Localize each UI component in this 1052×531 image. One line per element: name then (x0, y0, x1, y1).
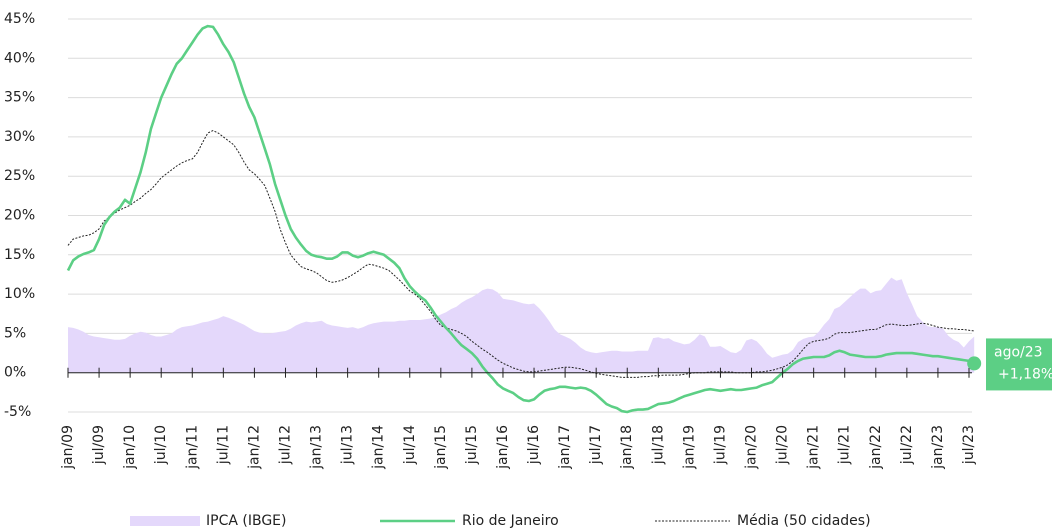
x-tick-label: jul/20 (775, 425, 791, 465)
y-tick-label: 30% (4, 129, 35, 145)
x-tick-label: jan/11 (184, 425, 200, 470)
x-tick-label: jul/18 (650, 425, 666, 465)
x-tick-label: jan/18 (619, 425, 635, 470)
annotation-label: ago/23 (994, 344, 1043, 360)
x-tick-label: jul/19 (712, 425, 728, 465)
x-tick-label: jan/22 (868, 425, 884, 470)
y-tick-label: 20% (4, 208, 35, 224)
y-tick-label: -5% (4, 404, 31, 420)
x-tick-label: jan/15 (433, 425, 449, 470)
x-tick-label: jul/21 (837, 425, 853, 465)
y-tick-label: 45% (4, 11, 35, 27)
x-tick-label: jul/13 (340, 425, 356, 465)
x-tick-label: jan/13 (309, 425, 325, 470)
last-point (967, 356, 982, 371)
annotation-value: +1,18% (998, 366, 1052, 382)
x-tick-label: jul/17 (588, 425, 604, 465)
x-tick-label: jan/14 (371, 425, 387, 470)
y-tick-label: 25% (4, 168, 35, 184)
x-tick-label: jan/21 (806, 425, 822, 470)
x-tick-label: jan/12 (246, 425, 262, 470)
x-tick-label: jul/09 (91, 425, 107, 465)
x-tick-label: jul/22 (899, 425, 915, 465)
y-tick-label: 10% (4, 286, 35, 302)
y-tick-label: 5% (4, 325, 26, 341)
x-tick-label: jul/10 (153, 425, 169, 465)
x-tick-label: jan/19 (681, 425, 697, 470)
legend-label: Rio de Janeiro (462, 513, 559, 529)
y-tick-label: 35% (4, 90, 35, 106)
x-tick-label: jul/14 (402, 425, 418, 465)
y-tick-label: 40% (4, 50, 35, 66)
x-tick-label: jan/09 (60, 425, 76, 470)
x-tick-label: jan/17 (557, 425, 573, 470)
x-tick-label: jul/23 (961, 425, 977, 465)
plot (66, 24, 975, 414)
x-tick-label: jan/20 (744, 425, 760, 470)
legend-swatch (130, 516, 200, 526)
line (66, 24, 975, 414)
x-tick-label: jul/16 (526, 425, 542, 465)
line (67, 130, 975, 378)
area (68, 277, 975, 373)
y-tick-label: 15% (4, 247, 35, 263)
legend-label: Média (50 cidades) (737, 513, 871, 529)
x-tick-label: jan/23 (930, 425, 946, 470)
x-tick-label: jul/11 (215, 425, 231, 465)
annotation-box (986, 338, 1052, 391)
x-tick-label: jan/10 (122, 425, 138, 470)
y-tick-label: 0% (4, 365, 26, 381)
legend-label: IPCA (IBGE) (206, 513, 286, 529)
x-tick-label: jan/16 (495, 425, 511, 470)
x-tick-label: jul/15 (464, 425, 480, 465)
x-tick-label: jul/12 (277, 425, 293, 465)
